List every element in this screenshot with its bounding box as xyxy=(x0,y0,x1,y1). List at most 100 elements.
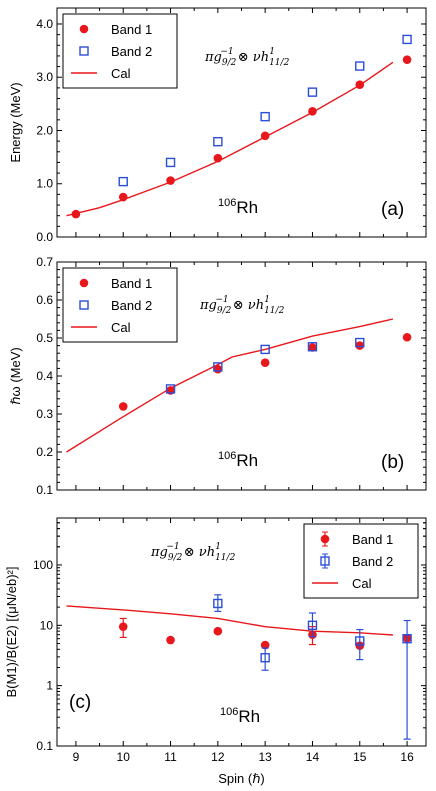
band1-point xyxy=(355,341,365,350)
legend-band2-marker xyxy=(320,556,330,566)
legend-band2-marker xyxy=(79,300,89,310)
x-tick-label: 16 xyxy=(400,750,414,764)
data-layer xyxy=(66,594,412,740)
cal-line xyxy=(66,318,394,453)
panel-3: 9 10 11 12 13 14 15 16 0.1 1 10 100 B(M1)/B(E2) [(μN… xyxy=(4,517,427,764)
band1-point xyxy=(402,55,412,64)
y-tick-label: 0.4 xyxy=(36,369,53,383)
legend-label-band2: Band 2 xyxy=(111,44,152,59)
y-tick-label: 3.0 xyxy=(36,70,53,84)
y-tick-label: 2.0 xyxy=(36,123,53,137)
configuration-label: πg9/2−1 ⊗ νh11/21 xyxy=(150,542,236,563)
configuration-label: πg9/2−1 ⊗ νh11/21 xyxy=(204,47,290,68)
y-tick-label: 0.5 xyxy=(36,331,53,345)
band1-point xyxy=(260,358,270,368)
band1-point xyxy=(166,176,175,185)
band1-point xyxy=(118,402,128,411)
band1-point xyxy=(118,622,128,631)
y-tick-label: 0.0 xyxy=(36,230,53,244)
band1-point xyxy=(213,364,223,374)
legend: Band 1 Band 2 Cal xyxy=(62,267,178,343)
legend-label-band1: Band 1 xyxy=(352,532,393,547)
legend-box xyxy=(62,267,178,343)
band2-point xyxy=(355,61,365,71)
nucleus-element: Rh xyxy=(238,707,260,726)
legend: Band 1 Band 2 Cal xyxy=(303,523,419,599)
y-tick-label: 1.0 xyxy=(36,177,53,191)
nucleus-label: 106Rh xyxy=(218,197,258,217)
y-tick-label: 0.3 xyxy=(36,407,53,421)
legend-band1-marker xyxy=(79,24,89,34)
panel-label: (a) xyxy=(381,199,404,220)
x-tick-label: 12 xyxy=(211,750,225,764)
band2-point xyxy=(402,34,412,45)
band2-point xyxy=(260,344,270,355)
panel-2: 0.10.20.30.40.50.60.7ℏω (MeV)Band 1Band … xyxy=(8,255,427,497)
band2-point xyxy=(165,157,176,168)
band1-point xyxy=(260,131,270,141)
x-tick-label: 9 xyxy=(73,750,80,764)
y-tick-label: 100 xyxy=(33,558,53,572)
band2-point xyxy=(355,337,365,348)
nucleus-mass-number: 106 xyxy=(218,450,236,462)
nucleus-mass-number: 106 xyxy=(218,197,236,209)
band1-point xyxy=(308,343,317,352)
band2-point xyxy=(213,598,223,609)
legend-label-band2: Band 2 xyxy=(352,554,393,569)
band2-point xyxy=(118,176,128,187)
band1-point xyxy=(308,107,317,116)
panel-1: 0.0 1.0 2.0 3.0 4.0 Energy (MeV) Band 1 Band 2 C… xyxy=(8,7,427,244)
band2-point xyxy=(307,342,318,352)
y-axis-title: B(M1)/B(E2) [(μN/eb)²] xyxy=(4,566,19,697)
band2-point xyxy=(355,636,365,646)
nucleus-element: Rh xyxy=(236,451,258,470)
legend-label-band1: Band 1 xyxy=(111,276,152,291)
configuration-label: πg9/2−1 ⊗ νh11/21 xyxy=(199,295,285,316)
band2-point xyxy=(213,136,223,147)
band2-point xyxy=(307,87,318,97)
legend-band1-marker xyxy=(320,534,330,544)
y-tick-label: 10 xyxy=(40,618,54,632)
legend-label-cal: Cal xyxy=(111,320,131,335)
band2-point xyxy=(260,111,270,122)
legend: Band 1 Band 2 Cal xyxy=(62,13,178,89)
band2-point xyxy=(307,620,318,631)
band1-point xyxy=(213,626,223,636)
band1-point xyxy=(402,332,412,342)
y-tick-label: 0.7 xyxy=(36,255,53,269)
cal-line xyxy=(66,605,393,636)
y-axis-title: Energy (MeV) xyxy=(8,82,23,162)
y-tick-label: 0.1 xyxy=(36,739,53,753)
band2-point xyxy=(260,653,270,663)
band1-point xyxy=(260,640,270,650)
legend-label-band2: Band 2 xyxy=(111,298,152,313)
x-tick-label: 15 xyxy=(353,750,367,764)
y-tick-label: 0.2 xyxy=(36,445,53,459)
nucleus-label: 106Rh xyxy=(220,706,260,726)
band1-point xyxy=(355,80,365,89)
nucleus-element: Rh xyxy=(236,198,258,217)
panel-label: (c) xyxy=(69,692,91,713)
band2-point xyxy=(165,384,176,394)
x-tick-label: 10 xyxy=(117,750,131,764)
y-tick-label: 0.1 xyxy=(36,483,53,497)
band1-point xyxy=(71,209,81,219)
legend-band2-marker xyxy=(79,46,89,56)
y-tick-label: 4.0 xyxy=(36,17,53,31)
y-axis-title: ℏω (MeV) xyxy=(8,347,23,404)
legend-band1-marker xyxy=(79,278,89,288)
data-layer xyxy=(66,318,412,453)
legend-label-cal: Cal xyxy=(352,576,372,591)
legend-label-band1: Band 1 xyxy=(111,22,152,37)
legend-label-cal: Cal xyxy=(111,66,131,81)
nucleus-mass-number: 106 xyxy=(220,706,238,718)
x-tick-label: 14 xyxy=(306,750,320,764)
y-tick-label: 1 xyxy=(46,679,53,693)
x-tick-label: 13 xyxy=(258,750,272,764)
band1-point xyxy=(213,153,223,163)
nucleus-label: 106Rh xyxy=(218,450,258,470)
band2-point xyxy=(213,362,223,372)
y-tick-label: 0.6 xyxy=(36,293,53,307)
panel-label: (b) xyxy=(381,452,404,473)
